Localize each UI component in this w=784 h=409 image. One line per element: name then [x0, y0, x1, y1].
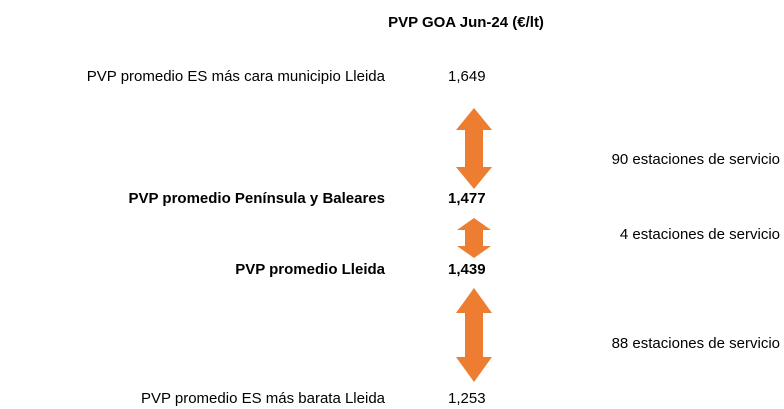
row-value: 1,253 [448, 390, 486, 407]
row-label: PVP promedio Lleida [235, 261, 385, 278]
arrow-label: 90 estaciones de servicio [612, 151, 780, 168]
double-arrow [456, 108, 492, 189]
double-arrow [456, 288, 492, 382]
row-value: 1,439 [448, 261, 486, 278]
row-label: PVP promedio ES más barata Lleida [141, 390, 386, 407]
title: PVP GOA Jun-24 (€/lt) [388, 14, 544, 31]
row-value: 1,649 [448, 68, 486, 85]
arrow-label: 4 estaciones de servicio [620, 226, 780, 243]
row-label: PVP promedio Península y Baleares [129, 190, 386, 207]
arrow-label: 88 estaciones de servicio [612, 335, 780, 352]
double-arrow [457, 218, 491, 258]
row-label: PVP promedio ES más cara municipio Lleid… [87, 68, 386, 85]
row-value: 1,477 [448, 190, 486, 207]
